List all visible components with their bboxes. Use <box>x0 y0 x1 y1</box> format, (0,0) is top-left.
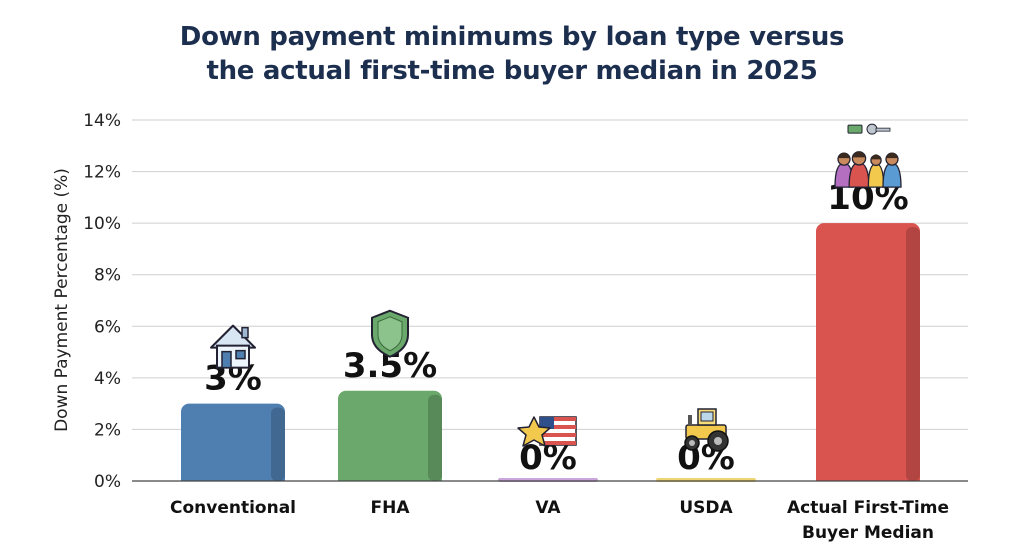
bar-group: 0%USDA <box>656 408 756 518</box>
y-tick-label: 14% <box>83 111 121 131</box>
x-tick-label: VA <box>535 498 561 518</box>
y-tick-label: 10% <box>83 214 121 234</box>
y-tick-label: 12% <box>83 163 121 183</box>
bar-group: 3%Conventional <box>170 324 296 518</box>
shield-icon <box>371 309 409 358</box>
house-icon <box>210 324 256 369</box>
chart-title-line-1: Down payment minimums by loan type versu… <box>179 22 845 52</box>
bar-body <box>816 231 920 481</box>
bar-side <box>906 227 920 481</box>
x-tick-label: USDA <box>679 498 733 518</box>
flag-star-icon <box>517 416 577 447</box>
bar-body <box>181 411 285 481</box>
tractor-icon <box>684 408 729 452</box>
x-tick-label: FHA <box>371 498 411 518</box>
y-tick-label: 2% <box>94 420 121 440</box>
bar-side <box>271 407 285 481</box>
y-tick-label: 6% <box>94 317 121 337</box>
x-tick-label: Buyer Median <box>802 523 934 543</box>
y-axis-label: Down Payment Percentage (%) <box>52 168 72 432</box>
bar-body <box>338 398 442 481</box>
x-tick-label: Actual First-Time <box>787 498 949 518</box>
bar-group: 0%VA <box>498 416 598 518</box>
y-tick-label: 8% <box>94 266 121 286</box>
y-tick-label: 4% <box>94 369 121 389</box>
bar-side <box>428 394 442 481</box>
bar-group: 3.5%FHA <box>338 309 442 518</box>
x-tick-label: Conventional <box>170 498 296 518</box>
y-tick-label: 0% <box>94 472 121 492</box>
family-keys-icon <box>834 123 902 188</box>
chart-title-line-2: the actual first-time buyer median in 20… <box>206 56 818 86</box>
